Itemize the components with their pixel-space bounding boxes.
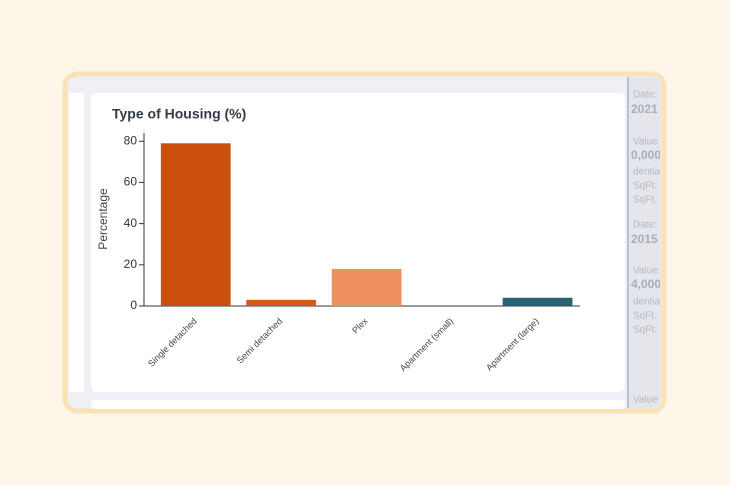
side-text: Value <box>633 266 658 277</box>
y-axis-label: Percentage <box>96 188 110 250</box>
side-panel <box>628 77 661 408</box>
side-text: dential <box>633 297 662 308</box>
side-text: Value <box>633 395 658 406</box>
side-text: Value <box>633 137 658 148</box>
side-text: SqFt. <box>633 311 657 322</box>
side-text: SqFt. <box>633 181 657 192</box>
side-text: Date: <box>633 220 657 231</box>
y-tick-label: 80 <box>124 133 138 147</box>
left-card-edge <box>69 93 84 392</box>
side-text: 2015 <box>631 232 658 246</box>
side-text: 0,000 <box>631 148 661 162</box>
chart-title: Type of Housing (%) <box>112 106 246 122</box>
side-divider <box>627 77 629 408</box>
side-texts: Date:2021Value0,000dentialSqFt.SqFt.Date… <box>631 90 662 406</box>
bar <box>502 297 573 306</box>
side-text: SqFt. <box>633 325 657 336</box>
side-text: 2021 <box>631 102 658 116</box>
y-tick-label: 60 <box>124 175 138 189</box>
side-text: SqFt. <box>633 195 657 206</box>
bar <box>160 143 231 306</box>
next-card-edge <box>91 400 625 409</box>
bar <box>246 299 317 306</box>
side-text: 4,000 <box>631 277 661 291</box>
side-text: dential <box>633 167 662 178</box>
y-tick-label: 40 <box>124 216 138 230</box>
y-tick-label: 0 <box>130 298 137 312</box>
y-tick-label: 20 <box>124 257 138 271</box>
bar <box>331 268 402 306</box>
side-text: Date: <box>633 90 657 101</box>
